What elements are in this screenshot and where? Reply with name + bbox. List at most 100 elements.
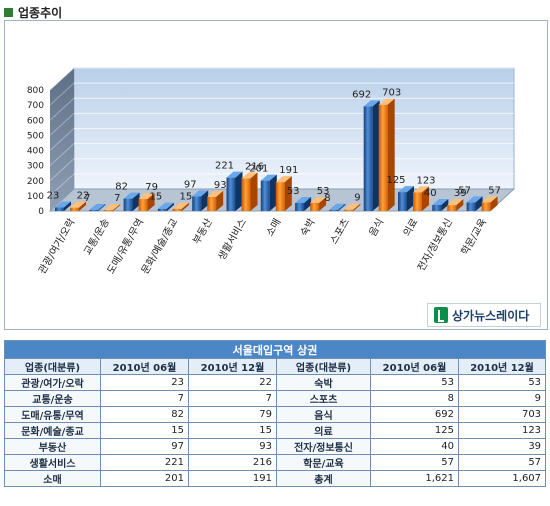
bar-top-face bbox=[481, 196, 498, 203]
bar-side-face bbox=[387, 98, 395, 211]
table-cell-value: 7 bbox=[100, 390, 189, 407]
bar-side-face bbox=[304, 196, 312, 211]
y-tick-label: 800 bbox=[27, 86, 44, 96]
bar-series-2 bbox=[378, 104, 388, 211]
bullet-square-icon bbox=[4, 7, 13, 17]
bar-series-1 bbox=[123, 198, 133, 211]
data-label: 8 bbox=[324, 193, 330, 204]
x-tick-label: 숙박 bbox=[298, 217, 318, 239]
table-cell-category: 스포츠 bbox=[276, 390, 371, 407]
data-label: 201 bbox=[249, 164, 268, 175]
data-label: 97 bbox=[184, 179, 197, 190]
data-label: 123 bbox=[416, 175, 435, 186]
data-label: 93 bbox=[214, 180, 227, 191]
y-tick-label: 200 bbox=[27, 177, 44, 187]
bar-top-face bbox=[123, 192, 140, 199]
y-tick-label: 700 bbox=[27, 101, 44, 111]
data-label: 692 bbox=[352, 89, 371, 100]
x-tick-label: 교통/운송 bbox=[81, 217, 111, 258]
y-tick-label: 0 bbox=[38, 207, 44, 217]
bar-side-face bbox=[407, 186, 414, 211]
x-tick-label: 스포츠 bbox=[328, 217, 352, 247]
y-tick-label: 100 bbox=[27, 192, 44, 202]
bar-top-face bbox=[157, 202, 174, 209]
bar-side-face bbox=[132, 192, 140, 211]
bar-side-face bbox=[319, 196, 327, 211]
table-cell-value: 79 bbox=[188, 406, 277, 423]
bar-series-2 bbox=[275, 182, 285, 211]
table-row: 문화/예술/종교 15 15 의료 125 123 bbox=[4, 422, 547, 439]
table-cell-category: 도매/유통/무역 bbox=[4, 406, 101, 423]
table-cell-value: 82 bbox=[100, 406, 189, 423]
bar-top-face bbox=[275, 176, 292, 183]
table-cell-category: 교통/운송 bbox=[4, 390, 101, 407]
table-cell-value: 93 bbox=[188, 438, 277, 455]
data-label: 221 bbox=[215, 161, 234, 172]
bar-top-face bbox=[398, 186, 414, 193]
table-header: 2010년 12월 bbox=[457, 358, 547, 375]
section-title-label: 업종추이 bbox=[18, 5, 63, 20]
x-tick-label: 도매/유통/무역 bbox=[105, 217, 146, 277]
bar-series-2 bbox=[413, 192, 422, 211]
table-cell-value: 53 bbox=[457, 374, 547, 391]
bar-side-face bbox=[201, 190, 209, 211]
bar-series-1 bbox=[329, 209, 339, 211]
bar-series-2 bbox=[481, 202, 491, 211]
data-label: 82 bbox=[115, 182, 128, 193]
table-cell-value: 8 bbox=[370, 390, 459, 407]
data-label: 39 bbox=[454, 188, 467, 199]
bar-series-1 bbox=[295, 202, 305, 211]
table-header: 2010년 06월 bbox=[100, 358, 189, 375]
bar-side-face bbox=[338, 203, 346, 211]
table-header: 업종(대분류) bbox=[276, 358, 371, 375]
bar-series-2 bbox=[344, 209, 354, 211]
bar-series-1 bbox=[432, 204, 442, 211]
bar-top-face bbox=[363, 100, 380, 107]
bar-top-face bbox=[192, 190, 209, 197]
table-cell-category: 전자/정보통신 bbox=[276, 438, 371, 455]
gridline-side bbox=[49, 113, 75, 136]
bar-series-1 bbox=[192, 196, 202, 211]
table-cell-value: 692 bbox=[370, 406, 459, 423]
table-cell-value: 123 bbox=[457, 422, 547, 439]
y-tick-label: 500 bbox=[27, 131, 44, 141]
brand-logo: 상가뉴스레이다 bbox=[427, 303, 541, 327]
bar-top-face bbox=[378, 98, 395, 105]
data-label: 703 bbox=[382, 88, 401, 99]
bar-side-face bbox=[216, 190, 224, 211]
table-cell-value: 22 bbox=[188, 374, 277, 391]
bar-series-1 bbox=[226, 177, 236, 211]
table-row: 소매 201 191 총계 1,621 1,607 bbox=[4, 470, 547, 487]
table-cell-category: 부동산 bbox=[4, 438, 101, 455]
table-cell-value: 191 bbox=[188, 470, 277, 487]
bar-series-1 bbox=[398, 192, 407, 211]
bar-side-face bbox=[181, 202, 189, 211]
data-label: 125 bbox=[386, 175, 405, 186]
bar-side-face bbox=[475, 196, 483, 211]
data-label: 22 bbox=[77, 191, 90, 202]
logo-text: 상가뉴스레이다 bbox=[452, 308, 530, 323]
table-cell-value: 7 bbox=[188, 390, 277, 407]
table-cell-value: 15 bbox=[100, 422, 189, 439]
x-tick-label: 부동산 bbox=[191, 217, 215, 247]
table-cell-value: 1,621 bbox=[370, 470, 459, 487]
bar-series-2 bbox=[172, 208, 182, 211]
table-cell-value: 15 bbox=[188, 422, 277, 439]
table-row: 부동산 97 93 전자/정보통신 40 39 bbox=[4, 438, 547, 455]
data-label: 57 bbox=[488, 185, 501, 196]
bar-series-2 bbox=[104, 209, 114, 211]
bar-top-face bbox=[138, 193, 155, 200]
bar-side-face bbox=[441, 198, 449, 211]
table-row: 교통/운송 7 7 스포츠 8 9 bbox=[4, 390, 547, 407]
table-cell-category: 숙박 bbox=[276, 374, 371, 391]
table-cell-category: 의료 bbox=[276, 422, 371, 439]
table-cell-value: 40 bbox=[370, 438, 459, 455]
table-cell-category: 소매 bbox=[4, 470, 101, 487]
table-cell-value: 1,607 bbox=[457, 470, 547, 487]
bar-series-2 bbox=[241, 178, 251, 211]
bar-top-face bbox=[344, 203, 361, 210]
bar-side-face bbox=[113, 203, 121, 211]
bar-side-face bbox=[166, 202, 174, 211]
chart-panel: 0 100 200 300 400 500 600 700 800 23 22 관광/여가/오락 7 7 교… bbox=[4, 20, 548, 330]
table-cell-value: 57 bbox=[370, 454, 459, 471]
